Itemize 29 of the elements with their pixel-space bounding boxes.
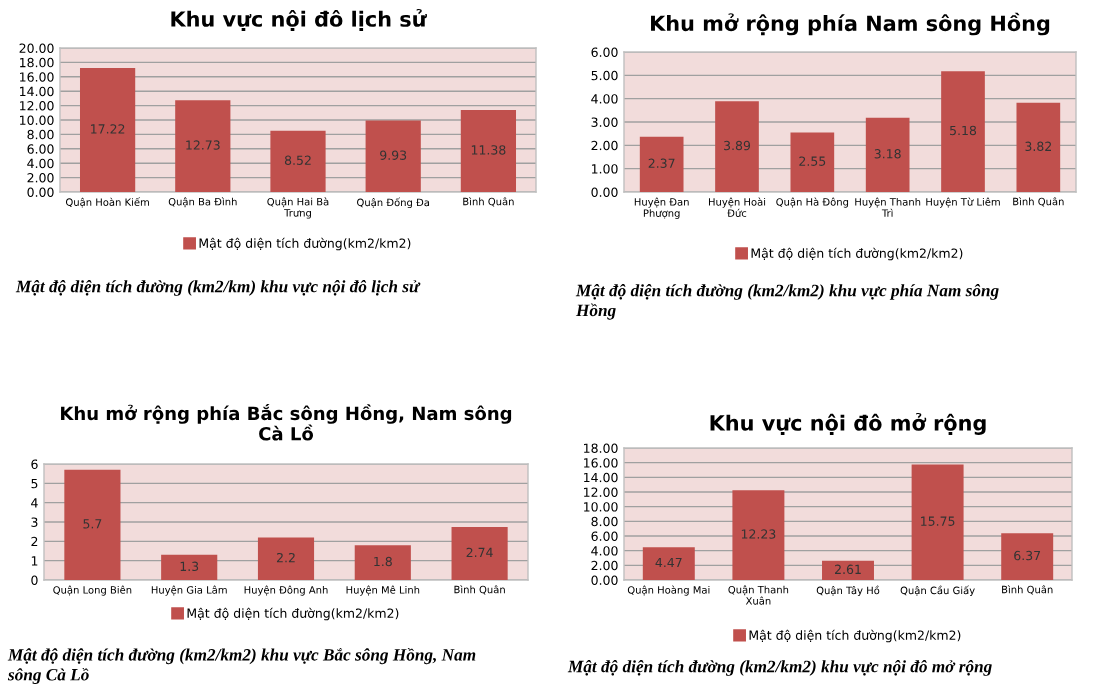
bar (175, 100, 231, 192)
text: Mật độ diện tích đường (km2/km2) khu vực phía Nam sông Hồng (575, 284, 999, 320)
bar (257, 537, 315, 580)
bar (732, 490, 785, 580)
text: Mật độ diện tích đường (km2/km2) khu vực nội đô mở rộng (567, 660, 992, 676)
bar (354, 545, 411, 580)
bar (822, 560, 874, 580)
bar (451, 527, 508, 580)
bar (365, 120, 421, 192)
chart-title: Khu mở rộng phía Nam sông Hồng (651, 12, 1050, 36)
bar (64, 469, 121, 580)
text: Mật độ diện tích đường (km2/km) khu vực nội đô lịch sử (15, 280, 421, 296)
chart-title: Khu mở rộng phía Bắc sông Hồng, Nam sông Cà Lồ (61, 403, 512, 441)
chart-title: Khu vực nội đô mở rộng (710, 412, 986, 436)
text: Mật độ diện tích đường (km2/km2) khu vực Bắc sông Hồng, Nam sông Cà Lồ (7, 648, 476, 685)
bar (161, 554, 218, 580)
bar (642, 547, 695, 580)
bar (911, 464, 964, 580)
chart-title: Khu vực nội đô lịch sử (171, 9, 427, 31)
bar (715, 101, 759, 192)
bar (1001, 533, 1054, 580)
bar (639, 136, 684, 192)
bar (270, 130, 326, 192)
bar (460, 110, 517, 192)
bar (865, 117, 910, 192)
bar (1016, 102, 1061, 192)
bar (941, 71, 985, 192)
bar (790, 132, 835, 192)
bar (79, 68, 136, 192)
